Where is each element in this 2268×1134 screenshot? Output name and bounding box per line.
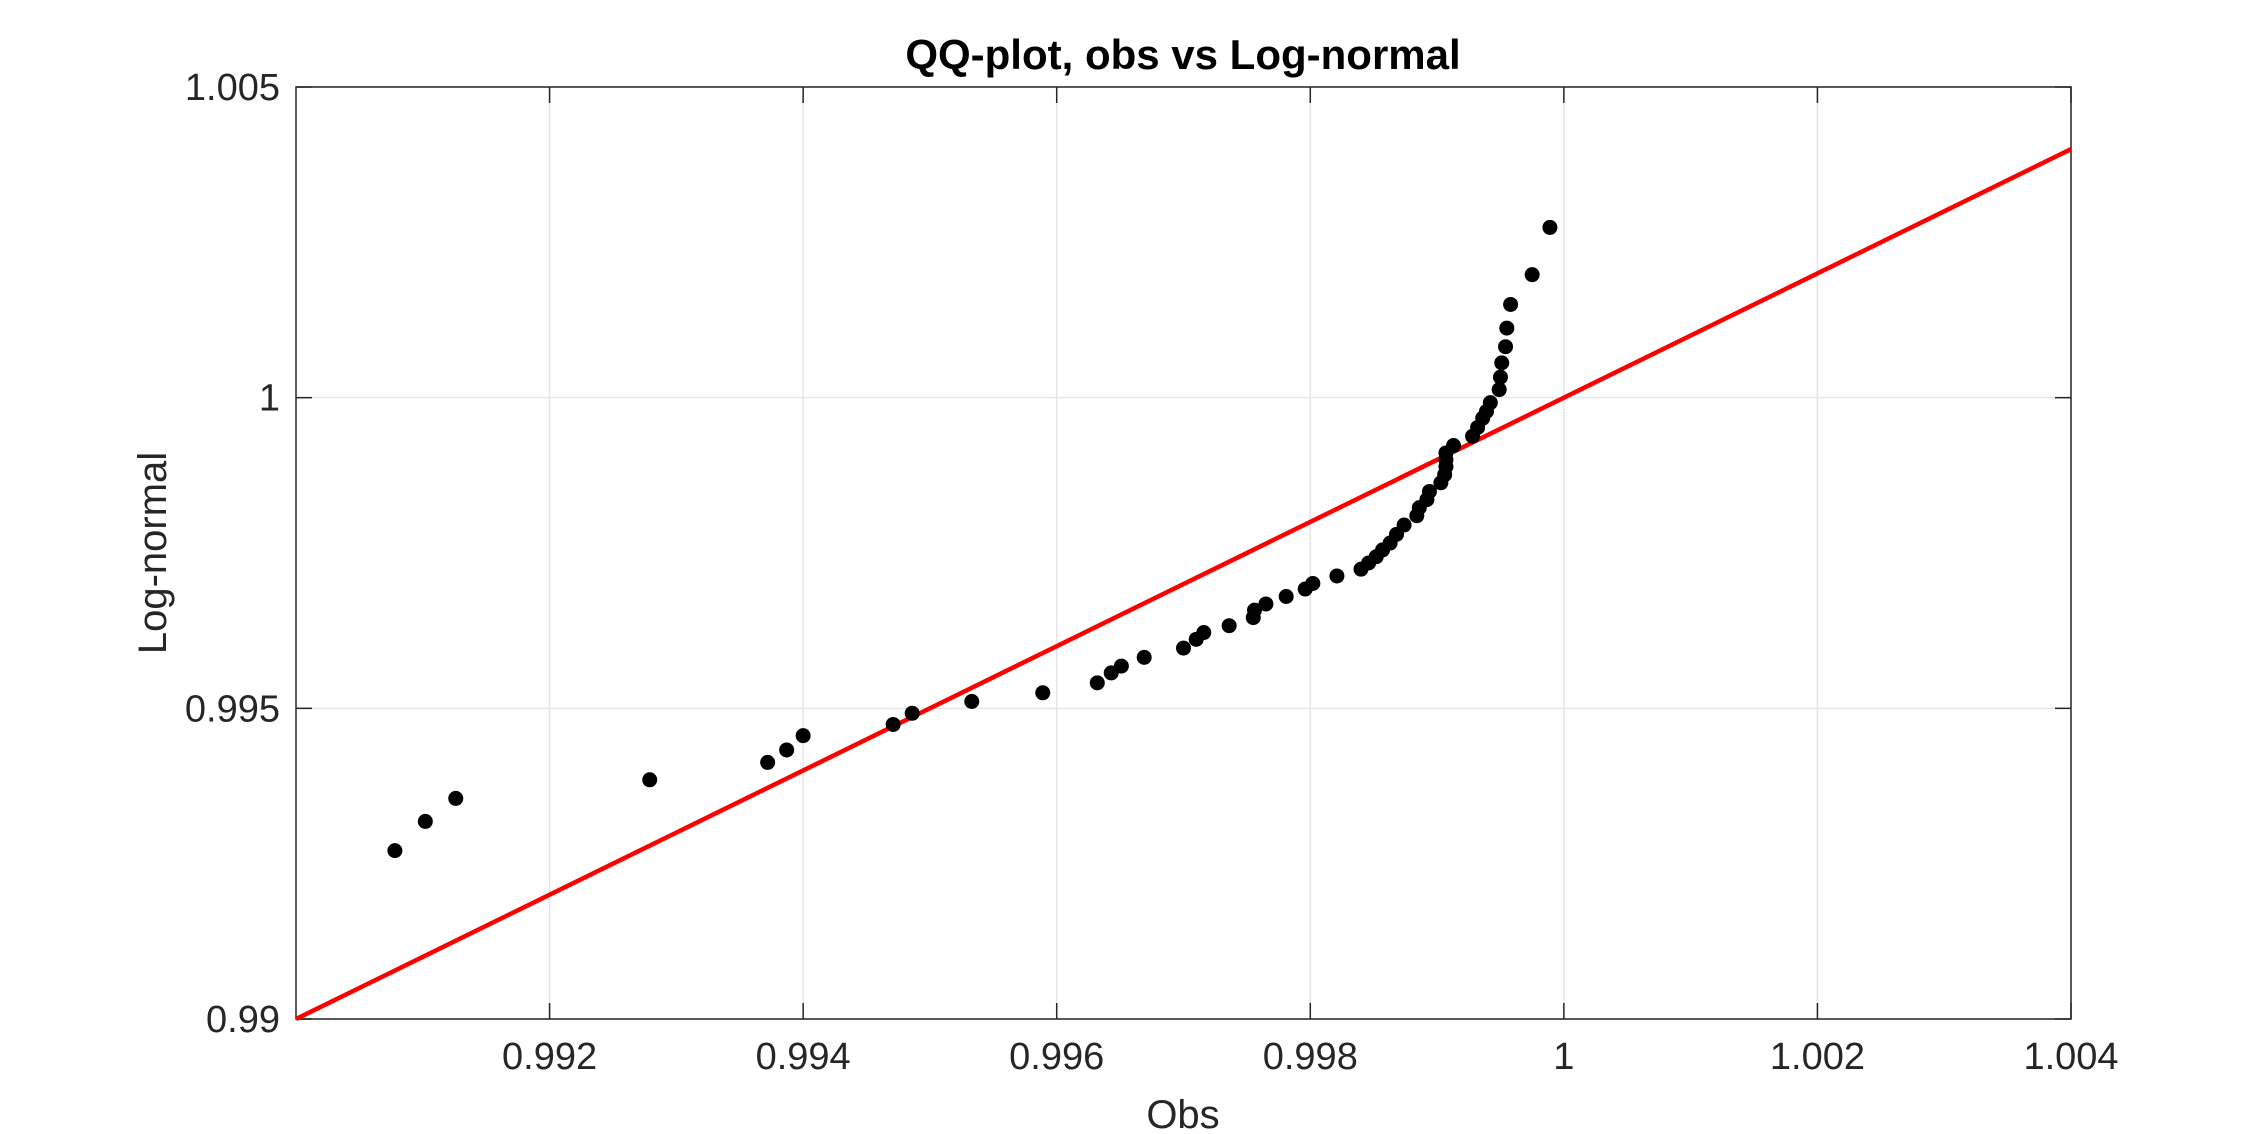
y-tick-labels: 0.99 0.995 1 1.005 [185, 67, 280, 1041]
y-axis-label: Log-normal [131, 452, 175, 654]
data-point [964, 693, 980, 709]
data-point [779, 742, 795, 758]
data-point [885, 716, 901, 732]
data-point [1278, 588, 1294, 604]
data-point [760, 754, 776, 770]
y-tick-label: 1 [259, 378, 280, 420]
chart-title: QQ-plot, obs vs Log-normal [905, 31, 1460, 78]
data-point [1503, 296, 1519, 312]
data-point [904, 705, 920, 721]
reference-line [295, 147, 2072, 1022]
x-tick-label: 0.992 [502, 1036, 597, 1078]
data-point [1035, 685, 1051, 701]
data-point [1421, 483, 1437, 499]
data-point [448, 790, 464, 806]
data-point [1499, 320, 1515, 336]
data-point [1498, 339, 1514, 355]
data-point [1542, 219, 1558, 235]
data-point [1136, 649, 1152, 665]
data-point [1221, 618, 1237, 634]
y-tick-label: 0.99 [206, 999, 280, 1041]
data-point [1113, 658, 1129, 674]
x-tick-label: 0.994 [756, 1036, 851, 1078]
x-tick-label: 0.998 [1263, 1036, 1358, 1078]
data-point [1396, 517, 1412, 533]
data-point [642, 772, 658, 788]
data-point [1089, 675, 1105, 691]
x-tick-label: 1.004 [2023, 1036, 2118, 1078]
data-point [1329, 568, 1345, 584]
y-tick-label: 1.005 [185, 67, 280, 109]
y-tick-label: 0.995 [185, 688, 280, 730]
reference-line-group [295, 147, 2072, 1022]
data-point [387, 843, 403, 859]
x-tick-labels: 0.992 0.994 0.996 0.998 1 1.002 1.004 [502, 1036, 2119, 1078]
data-point [1524, 267, 1540, 283]
data-point [1446, 438, 1462, 454]
x-tick-label: 1.002 [1770, 1036, 1865, 1078]
data-point [1258, 596, 1274, 612]
data-point [1494, 355, 1510, 371]
data-point [1176, 640, 1191, 656]
x-tick-label: 1 [1553, 1036, 1574, 1078]
plot-area-background [296, 87, 2071, 1019]
data-points [387, 219, 1558, 859]
data-point [1247, 602, 1262, 618]
data-point [1305, 575, 1321, 591]
data-point [1482, 395, 1498, 411]
data-point [1196, 625, 1212, 641]
data-point [417, 813, 433, 829]
data-point [795, 728, 811, 744]
x-axis-label: Obs [1146, 1093, 1219, 1134]
plot-area-border [295, 86, 2072, 1020]
x-tick-label: 0.996 [1009, 1036, 1104, 1078]
data-point [1491, 382, 1507, 398]
data-point [1492, 369, 1508, 385]
